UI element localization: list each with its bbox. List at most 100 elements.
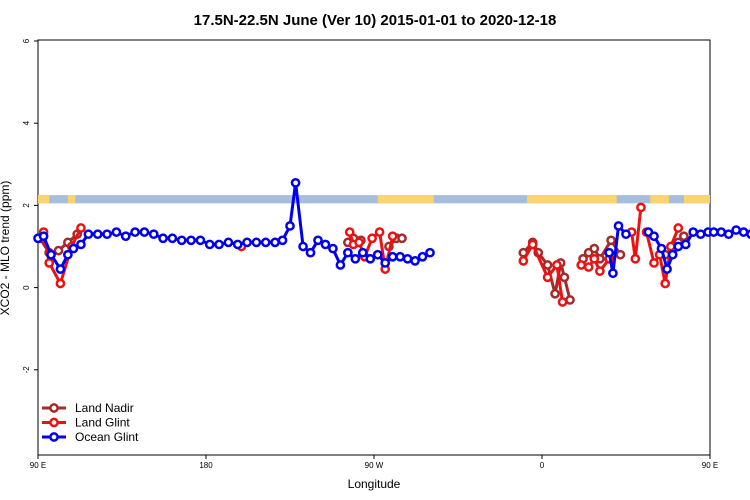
x-axis-title: Longitude — [348, 477, 401, 491]
data-point — [542, 272, 553, 283]
data-point — [290, 177, 301, 188]
data-point — [195, 235, 206, 246]
data-point — [277, 235, 288, 246]
data-point — [679, 231, 689, 242]
data-point — [565, 295, 575, 305]
legend-marker — [49, 403, 59, 413]
data-point — [68, 243, 79, 254]
data-point — [557, 297, 568, 307]
data-point — [365, 253, 376, 264]
legend-marker — [49, 432, 59, 442]
data-point — [589, 243, 600, 254]
legend-label: Ocean Glint — [75, 430, 139, 444]
data-point — [387, 231, 398, 242]
data-point — [688, 227, 699, 237]
data-point — [328, 243, 338, 254]
land-band-segment — [527, 195, 617, 204]
data-point — [55, 264, 66, 274]
data-point — [335, 260, 346, 270]
land-band-segment — [683, 195, 710, 204]
x-tick-label: 180 — [199, 461, 213, 470]
data-point — [55, 278, 66, 289]
data-point — [158, 233, 168, 244]
y-tick-label: 4 — [22, 120, 31, 125]
data-point — [343, 247, 353, 258]
data-point — [615, 249, 626, 260]
data-point — [320, 239, 331, 250]
data-point — [367, 233, 377, 244]
data-point — [139, 227, 150, 237]
data-point — [656, 243, 667, 254]
data-point — [649, 231, 659, 242]
data-point — [542, 260, 553, 270]
data-point — [552, 260, 562, 270]
data-point — [518, 256, 529, 266]
data-point — [636, 202, 646, 213]
x-tick-label: 90 E — [30, 461, 46, 470]
data-point — [608, 268, 618, 279]
data-point — [380, 258, 391, 268]
data-point — [186, 235, 196, 246]
data-point — [527, 239, 538, 250]
data-point — [649, 258, 659, 268]
legend-marker — [49, 417, 59, 428]
data-point — [285, 221, 295, 231]
data-point — [387, 251, 398, 262]
data-point — [397, 233, 407, 244]
data-point — [374, 227, 385, 237]
x-axis: 90 E 180 90 W 0 90 E — [30, 455, 718, 470]
data-point — [251, 237, 262, 248]
data-point — [223, 237, 234, 248]
data-point — [402, 253, 413, 264]
chart-title: 17.5N-22.5N June (Ver 10) 2015-01-01 to … — [194, 12, 557, 29]
data-point — [613, 221, 624, 231]
data-point — [665, 241, 676, 252]
data-point — [63, 249, 73, 260]
data-point — [130, 227, 140, 237]
data-point — [395, 251, 405, 262]
legend-label: Land Glint — [75, 416, 130, 430]
data-point — [604, 247, 615, 258]
data-point — [410, 256, 420, 266]
land-band-segment — [38, 195, 50, 204]
y-axis: -2 0 2 4 6 — [22, 38, 38, 373]
data-point — [357, 247, 368, 258]
data-point — [102, 229, 112, 240]
data-point — [76, 223, 86, 233]
y-tick-label: -2 — [22, 366, 31, 374]
data-point — [260, 237, 271, 248]
data-point — [53, 245, 64, 256]
data-point — [673, 223, 684, 233]
land-band-segment — [650, 195, 669, 204]
data-point — [662, 264, 672, 274]
data-point — [214, 239, 224, 250]
data-point — [708, 227, 719, 237]
legend-label: Land Nadir — [75, 401, 134, 415]
y-tick-label: 2 — [22, 203, 31, 208]
data-point — [354, 237, 364, 248]
data-point — [695, 229, 706, 240]
series-group — [33, 177, 750, 307]
land-band-segment — [67, 195, 76, 204]
series-ocean-glint — [33, 177, 750, 279]
data-point — [660, 278, 671, 289]
data-point — [92, 229, 103, 240]
data-point — [38, 231, 49, 242]
data-point — [595, 266, 605, 277]
data-point — [673, 241, 684, 252]
data-point — [313, 235, 323, 246]
data-point — [44, 258, 55, 268]
data-point — [559, 272, 570, 283]
ocean-band — [38, 195, 710, 204]
data-point — [550, 288, 560, 299]
data-point — [167, 233, 178, 244]
data-point — [589, 253, 600, 264]
data-point — [120, 231, 131, 242]
x-tick-label: 90 W — [365, 461, 384, 470]
data-point — [731, 225, 741, 235]
data-point — [738, 227, 749, 237]
data-point — [298, 241, 308, 252]
data-point — [148, 229, 159, 240]
